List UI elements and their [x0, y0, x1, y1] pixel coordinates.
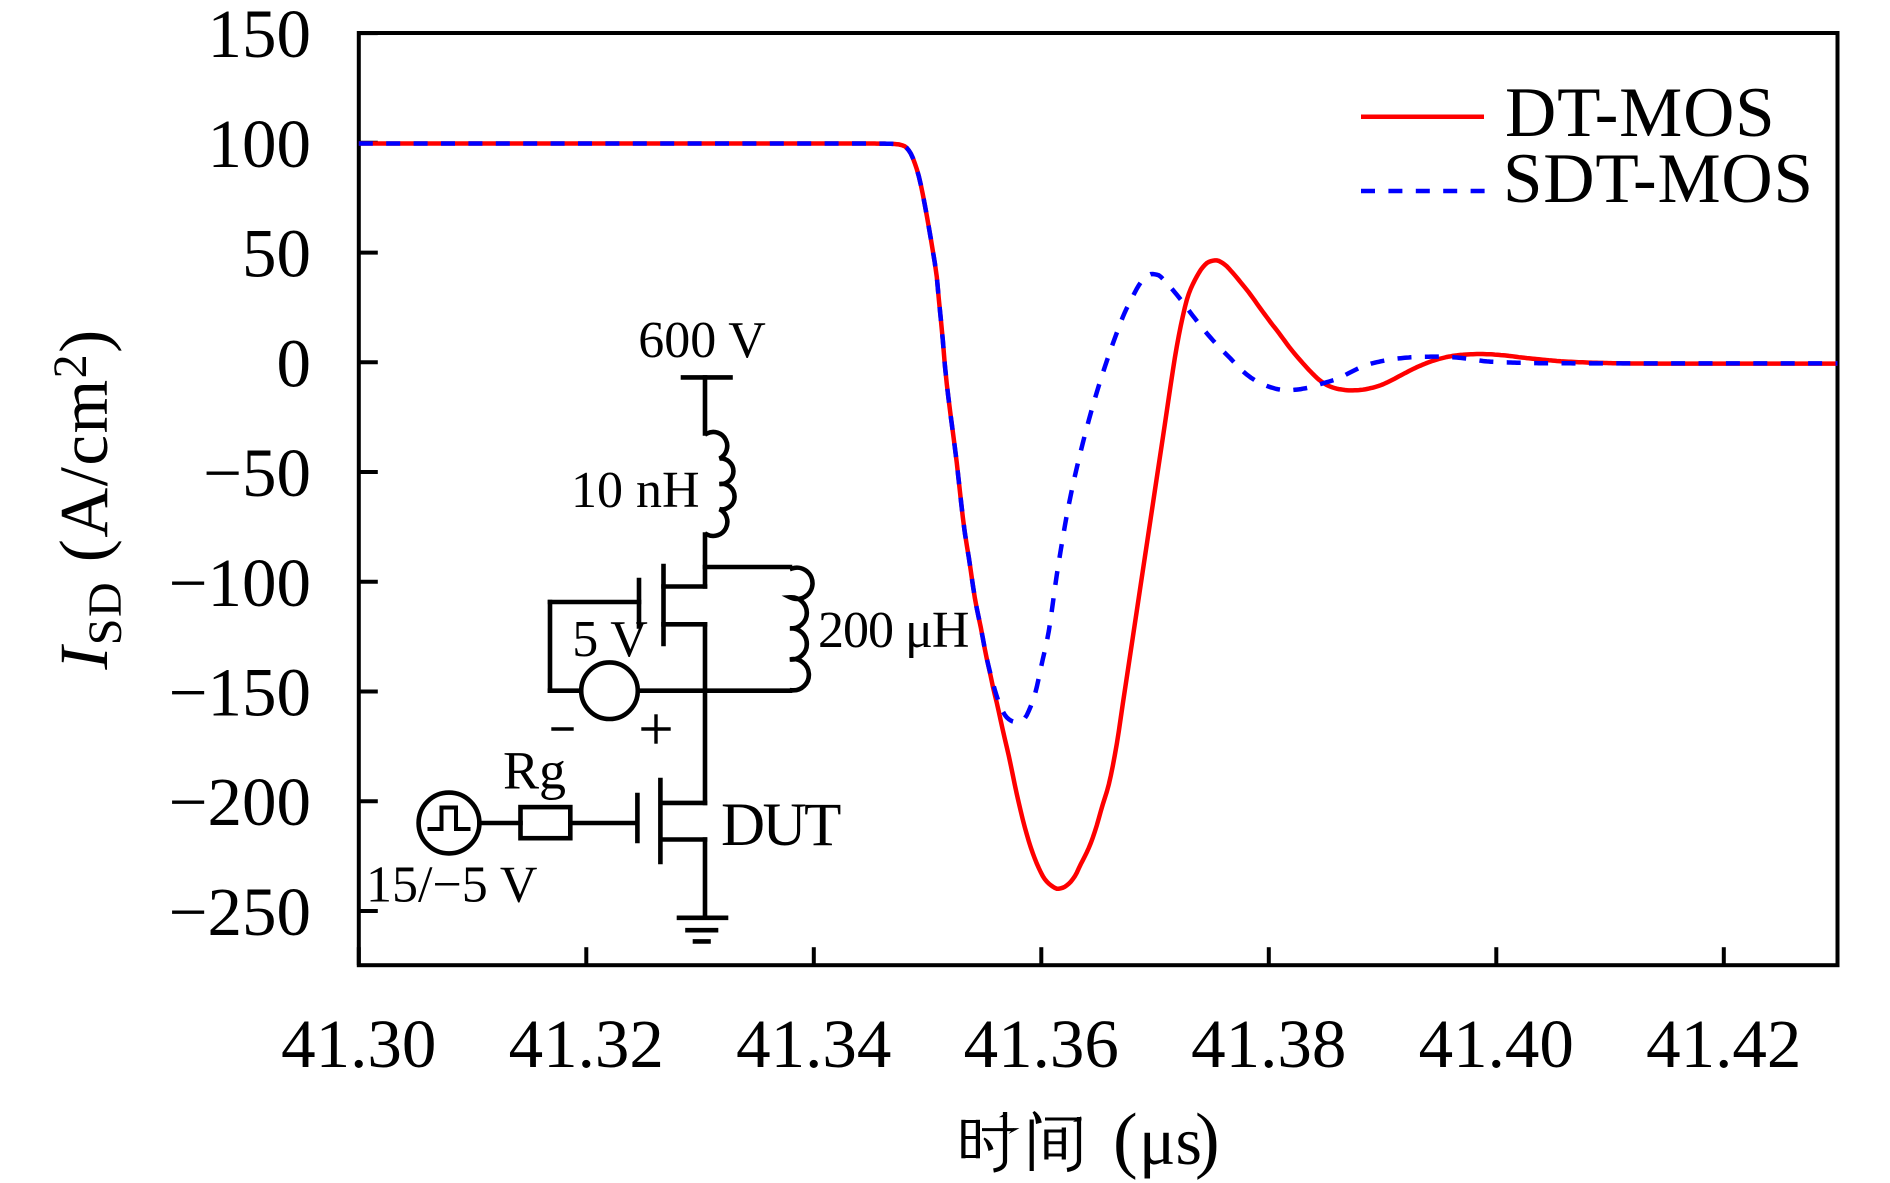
svg-text:10 nH: 10 nH — [571, 462, 700, 519]
svg-text:(: ( — [1113, 1099, 1138, 1181]
svg-text:150: 150 — [208, 0, 312, 72]
svg-text:50: 50 — [242, 216, 311, 292]
svg-text:−100: −100 — [169, 545, 311, 621]
svg-text:DUT: DUT — [721, 792, 841, 859]
svg-text:5 V: 5 V — [572, 611, 648, 668]
svg-text:−50: −50 — [203, 435, 311, 511]
svg-text:μs: μs — [1139, 1103, 1202, 1179]
svg-text:600 V: 600 V — [638, 312, 766, 369]
svg-text:41.30: 41.30 — [281, 1006, 436, 1082]
svg-text:41.36: 41.36 — [964, 1006, 1119, 1082]
svg-text:200 μH: 200 μH — [818, 602, 969, 659]
svg-text:DT-MOS: DT-MOS — [1505, 74, 1775, 152]
svg-text:Rg: Rg — [503, 741, 566, 801]
svg-text:41.40: 41.40 — [1419, 1006, 1574, 1082]
svg-text:15/−5 V: 15/−5 V — [366, 857, 537, 914]
svg-text:41.32: 41.32 — [509, 1006, 664, 1082]
svg-text:100: 100 — [208, 106, 312, 182]
svg-text:−200: −200 — [169, 764, 311, 840]
svg-text:0: 0 — [277, 325, 312, 401]
svg-text:−150: −150 — [169, 655, 311, 731]
svg-text:41.38: 41.38 — [1191, 1006, 1346, 1082]
svg-text:): ) — [1195, 1099, 1220, 1181]
svg-text:SDT-MOS: SDT-MOS — [1503, 140, 1814, 218]
svg-text:−250: −250 — [169, 874, 311, 950]
svg-text:41.42: 41.42 — [1646, 1006, 1801, 1082]
svg-text:ISD (A/cm2): ISD (A/cm2) — [44, 328, 132, 670]
svg-text:41.34: 41.34 — [736, 1006, 891, 1082]
